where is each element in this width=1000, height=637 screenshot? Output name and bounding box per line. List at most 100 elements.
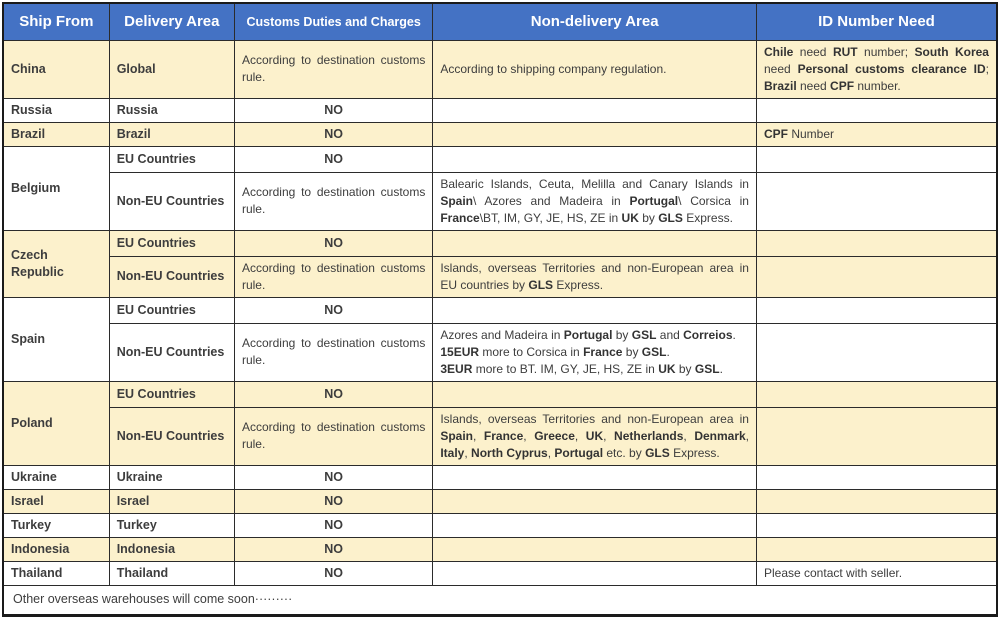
rich-text-line: 15EUR more to Corsica in France by GSL. xyxy=(440,344,670,359)
non-delivery-cell xyxy=(432,229,757,257)
delivery-area-cell: Russia xyxy=(108,97,235,123)
id-number-cell xyxy=(755,536,998,562)
delivery-area-cell: Ukraine xyxy=(108,464,235,490)
ship-from-cell: Brazil xyxy=(2,121,110,147)
header-cell-customs-duties-and-charges: Customs Duties and Charges xyxy=(233,2,434,41)
id-number-cell xyxy=(755,145,998,173)
id-number-cell xyxy=(755,229,998,257)
customs-cell: NO xyxy=(233,145,434,173)
non-delivery-cell xyxy=(432,536,757,562)
id-number-cell: Chile need RUT number; South Korea need … xyxy=(755,39,998,99)
rich-text-line: Islands, overseas Territories and non-Eu… xyxy=(440,260,749,292)
customs-cell: NO xyxy=(233,560,434,586)
customs-cell: NO xyxy=(233,536,434,562)
customs-cell: According to destination customs rule. xyxy=(233,255,434,298)
header-row: Ship From Delivery Area Customs Duties and… xyxy=(2,2,998,41)
table-row: Turkey Turkey NO xyxy=(2,512,998,538)
header-cell-non-delivery-area: Non-delivery Area xyxy=(432,2,757,41)
table-row: Non-EU Countries According to destination… xyxy=(3,406,998,466)
rich-text-line: Chile need RUT number; South Korea need … xyxy=(763,44,990,93)
customs-cell: NO xyxy=(233,121,434,147)
rich-text-line: Balearic Islands, Ceuta, Melilla and Can… xyxy=(440,176,749,225)
customs-cell: NO xyxy=(233,296,434,324)
table-row: Non-EU Countries According to destination… xyxy=(3,322,998,382)
non-delivery-cell xyxy=(432,145,757,173)
table-row: Ukraine Ukraine NO xyxy=(2,464,998,490)
non-delivery-cell: Balearic Islands, Ceuta, Melilla and Can… xyxy=(432,171,757,231)
delivery-area-cell: EU Countries xyxy=(108,145,235,173)
ship-from-cell: Czech Republic xyxy=(2,229,110,298)
ship-from-cell: China xyxy=(2,39,110,99)
footer-row: Other overseas warehouses will come soon… xyxy=(2,584,998,616)
rich-text-line: According to shipping company regulation… xyxy=(440,61,667,76)
rich-text-line: CPF Number xyxy=(763,126,834,141)
rich-text-line: Please contact with seller. xyxy=(763,565,903,580)
customs-cell: NO xyxy=(233,229,434,257)
table-row: Non-EU Countries According to destination… xyxy=(3,255,998,298)
rich-text-line: 3EUR more to BT. IM, GY, JE, HS, ZE in U… xyxy=(440,361,723,376)
customs-cell: NO xyxy=(233,488,434,514)
non-delivery-cell: Islands, overseas Territories and non-Eu… xyxy=(432,255,757,298)
delivery-area-cell: EU Countries xyxy=(108,380,235,408)
table-row: Czech Republic EU Countries NO xyxy=(2,229,998,298)
delivery-area-cell: Brazil xyxy=(108,121,235,147)
id-number-cell xyxy=(755,255,998,298)
table-row: Poland EU Countries NO xyxy=(2,380,998,466)
non-delivery-cell xyxy=(432,560,757,586)
delivery-area-cell: Indonesia xyxy=(108,536,235,562)
header-cell-delivery-area: Delivery Area xyxy=(108,2,235,41)
id-number-cell xyxy=(755,464,998,490)
non-delivery-cell: Azores and Madeira in Portugal by GSL an… xyxy=(432,322,757,382)
id-number-cell: CPF Number xyxy=(755,121,998,147)
header-cell-id-number-need: ID Number Need xyxy=(755,2,998,41)
delivery-area-cell: Non-EU Countries xyxy=(108,255,235,298)
non-delivery-cell xyxy=(432,488,757,514)
table-row: Thailand Thailand NO Please contact with se… xyxy=(2,560,998,586)
ship-from-cell: Russia xyxy=(2,97,110,123)
table-row: Belgium EU Countries NO xyxy=(2,145,998,231)
header-cell-ship-from: Ship From xyxy=(2,2,110,41)
customs-cell: According to destination customs rule. xyxy=(233,171,434,231)
delivery-area-cell: Global xyxy=(108,39,235,99)
customs-cell: According to destination customs rule. xyxy=(233,406,434,466)
customs-cell: NO xyxy=(233,97,434,123)
table-row: Indonesia Indonesia NO xyxy=(2,536,998,562)
table-row: Brazil Brazil NO CPF Number xyxy=(2,121,998,147)
delivery-area-cell: Turkey xyxy=(108,512,235,538)
id-number-cell: Please contact with seller. xyxy=(755,560,998,586)
non-delivery-cell xyxy=(432,121,757,147)
delivery-area-cell: Israel xyxy=(108,488,235,514)
non-delivery-cell xyxy=(432,296,757,324)
ship-from-cell: Indonesia xyxy=(2,536,110,562)
id-number-cell xyxy=(755,171,998,231)
delivery-area-cell: Non-EU Countries xyxy=(108,322,235,382)
non-delivery-cell: According to shipping company regulation… xyxy=(432,39,757,99)
customs-cell: NO xyxy=(233,512,434,538)
ship-from-cell: Ukraine xyxy=(2,464,110,490)
table-row: Non-EU Countries According to destination… xyxy=(3,171,998,231)
ship-from-cell: Belgium xyxy=(2,145,110,231)
table-row: Spain EU Countries NO xyxy=(2,296,998,382)
delivery-area-cell: Thailand xyxy=(108,560,235,586)
non-delivery-cell xyxy=(432,512,757,538)
table-row: China Global According to destination cust… xyxy=(2,39,998,99)
id-number-cell xyxy=(755,512,998,538)
ship-from-cell: Thailand xyxy=(2,560,110,586)
delivery-area-cell: Non-EU Countries xyxy=(108,171,235,231)
id-number-cell xyxy=(755,488,998,514)
customs-cell: According to destination customs rule. xyxy=(233,322,434,382)
delivery-area-cell: EU Countries xyxy=(108,229,235,257)
table-row: Russia Russia NO xyxy=(2,97,998,123)
ship-from-cell: Spain xyxy=(2,296,110,382)
non-delivery-cell xyxy=(432,380,757,408)
footer-note: Other overseas warehouses will come soon… xyxy=(2,584,998,616)
id-number-cell xyxy=(755,406,998,466)
id-number-cell xyxy=(755,97,998,123)
non-delivery-cell xyxy=(432,464,757,490)
table-row: Israel Israel NO xyxy=(2,488,998,514)
shipping-info-table: Ship From Delivery Area Customs Duties and… xyxy=(2,2,998,617)
ship-from-cell: Israel xyxy=(2,488,110,514)
id-number-cell xyxy=(755,296,998,324)
id-number-cell xyxy=(755,322,998,382)
